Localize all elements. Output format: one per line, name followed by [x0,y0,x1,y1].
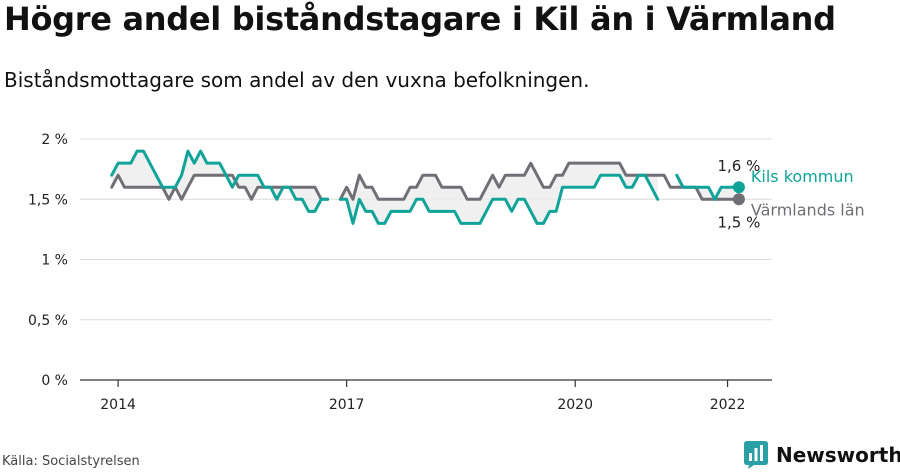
series-line [338,173,660,225]
bar-chart-logo-icon [744,441,768,469]
series-lines [110,149,745,225]
axes: 0 % 0,5 % 1 % 1,5 % 2 % 2014 2017 2020 2022 [28,132,772,413]
x-tick-label: 2020 [557,397,593,413]
y-tick-label: 1,5 % [28,192,68,208]
y-tick-label: 0 % [41,373,68,389]
series-end-value: 1,5 % [717,213,760,231]
series-line [110,173,330,201]
x-tick-label: 2014 [100,397,136,413]
series-line [338,161,736,201]
series-end-point [732,193,745,206]
difference-band-segment [340,163,658,224]
series-line [675,173,736,201]
series-name-label: Kils kommun [751,167,854,186]
series-end-value: 1,6 % [717,157,760,175]
x-tick-label: 2017 [329,397,365,413]
source-note: Källa: Socialstyrelsen [2,454,140,469]
series-name-label: Värmlands län [751,200,865,219]
y-tick-label: 2 % [41,132,68,148]
series-line [110,149,330,213]
chart-title: Högre andel biståndstagare i Kil än i Vä… [4,0,836,38]
difference-band-segment [111,151,328,212]
y-tick-label: 0,5 % [28,313,68,329]
x-tick-label: 2022 [710,397,746,413]
brand-name: Newsworthy [776,443,900,467]
chart-subtitle: Biståndsmottagare som andel av den vuxna… [4,68,590,92]
y-tick-label: 1 % [41,253,68,269]
brand[interactable]: Newsworthy [744,441,900,469]
series-end-point [732,181,745,194]
end-labels: 1,6 %Kils kommun 1,5 %Värmlands län [717,157,864,231]
